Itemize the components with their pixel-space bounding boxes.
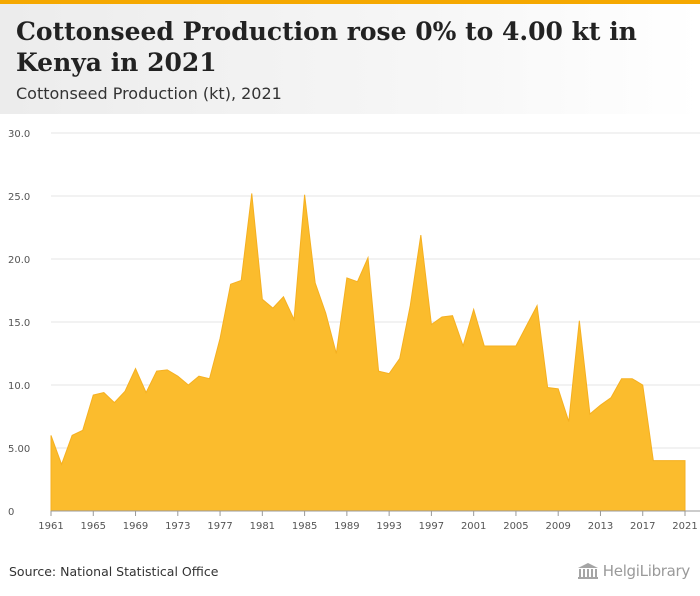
x-tick-label: 2021	[672, 521, 697, 532]
cottonseed-production-area	[50, 193, 686, 512]
x-tick-label: 1973	[165, 521, 190, 532]
x-tick-label: 1989	[334, 521, 359, 532]
y-tick-label: 20.0	[8, 255, 30, 266]
x-tick-label: 1965	[81, 521, 106, 532]
x-tick-label: 1981	[250, 521, 275, 532]
chart-title: Cottonseed Production rose 0% to 4.00 kt…	[16, 17, 637, 77]
chart-header: Cottonseed Production rose 0% to 4.00 kt…	[0, 4, 700, 114]
x-tick-label: 1985	[292, 521, 317, 532]
x-tick-label: 1969	[123, 521, 148, 532]
source-note: Source: National Statistical Office	[9, 564, 219, 579]
y-axis-ticks: 0 5.00 10.0 15.0 20.0 25.0 30.0	[8, 129, 30, 518]
y-tick-label: 30.0	[8, 129, 30, 140]
x-tick-label: 2009	[545, 521, 570, 532]
y-tick-label: 15.0	[8, 318, 30, 329]
logo-text: HelgiLibrary	[602, 562, 691, 580]
x-tick-label: 2017	[630, 521, 655, 532]
library-building-icon	[577, 563, 598, 579]
x-tick-label: 1997	[419, 521, 444, 532]
x-tick-label: 1993	[376, 521, 401, 532]
x-tick-label: 1961	[38, 521, 63, 532]
x-tick-label: 2013	[588, 521, 613, 532]
x-tick-label: 2001	[461, 521, 486, 532]
top-accent-bar	[0, 0, 700, 4]
y-tick-label: 5.00	[8, 444, 30, 455]
helgi-library-logo: HelgiLibrary	[577, 562, 690, 580]
x-tick-label: 2005	[503, 521, 528, 532]
y-tick-label: 10.0	[8, 381, 30, 392]
y-tick-label: 0	[8, 507, 14, 518]
chart-subtitle: Cottonseed Production (kt), 2021	[16, 84, 282, 103]
x-axis-ticks: 1961 1965 1969 1973 1977 1981 1985 1989 1993 1997…	[38, 510, 700, 532]
series-area	[50, 193, 686, 512]
y-tick-label: 25.0	[8, 192, 30, 203]
x-tick-label: 1977	[207, 521, 232, 532]
